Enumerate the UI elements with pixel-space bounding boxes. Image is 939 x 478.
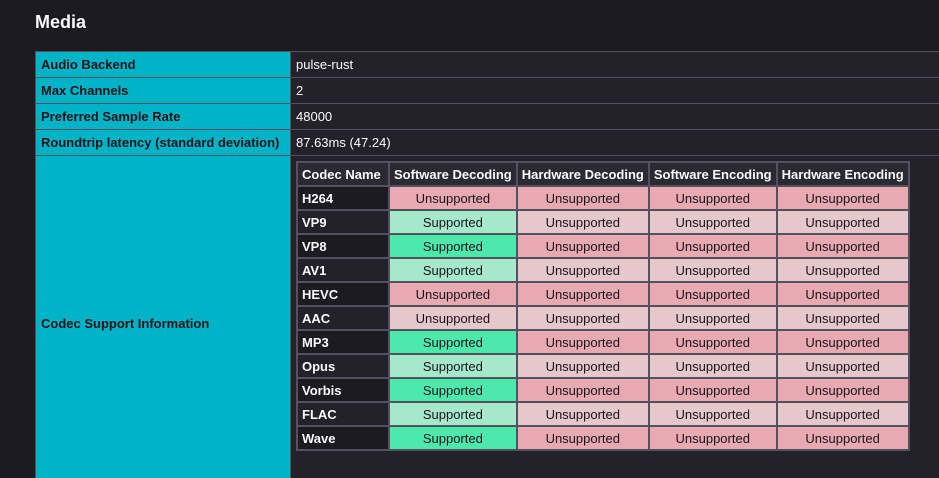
codec-status: Supported [388, 377, 518, 403]
codec-row: VP9 Supported Unsupported Unsupported Unsupp… [296, 209, 910, 235]
codec-header: Hardware Encoding [775, 161, 910, 187]
info-row: Max Channels 2 [35, 77, 939, 104]
codec-status: Unsupported [515, 257, 650, 283]
codec-name: FLAC [296, 401, 390, 427]
codec-status: Unsupported [515, 377, 650, 403]
codec-row: VP8 Supported Unsupported Unsupported Unsupp… [296, 233, 910, 259]
codec-row: Opus Supported Unsupported Unsupported Unsup… [296, 353, 910, 379]
codec-status: Unsupported [388, 305, 518, 331]
info-row: Preferred Sample Rate 48000 [35, 103, 939, 130]
codec-status: Unsupported [515, 401, 650, 427]
codec-status: Unsupported [775, 305, 910, 331]
codec-row: Wave Supported Unsupported Unsupported Unsup… [296, 425, 910, 451]
codec-name: VP9 [296, 209, 390, 235]
codec-status: Supported [388, 257, 518, 283]
codec-row: FLAC Supported Unsupported Unsupported Unsup… [296, 401, 910, 427]
codec-status: Unsupported [775, 377, 910, 403]
codec-container: Codec Name Software Decoding Hardware Deco… [290, 155, 939, 478]
info-row: Audio Backend pulse-rust [35, 51, 939, 78]
codec-status: Unsupported [647, 329, 778, 355]
info-label: Max Channels [35, 77, 291, 104]
codec-status: Supported [388, 353, 518, 379]
codec-header: Codec Name [296, 161, 390, 187]
info-value: 2 [290, 77, 939, 104]
codec-status: Unsupported [515, 233, 650, 259]
codec-status: Unsupported [647, 209, 778, 235]
codec-status: Unsupported [775, 185, 910, 211]
codec-name: Wave [296, 425, 390, 451]
codec-status: Unsupported [775, 281, 910, 307]
codec-header-row: Codec Name Software Decoding Hardware Deco… [296, 161, 910, 187]
codec-status: Unsupported [775, 353, 910, 379]
codec-status: Unsupported [647, 425, 778, 451]
codec-row: HEVC Unsupported Unsupported Unsupported Uns… [296, 281, 910, 307]
codec-status: Unsupported [647, 305, 778, 331]
codec-status: Unsupported [515, 353, 650, 379]
info-label: Audio Backend [35, 51, 291, 78]
codec-status: Unsupported [647, 353, 778, 379]
codec-status: Unsupported [775, 233, 910, 259]
codec-status: Unsupported [515, 185, 650, 211]
codec-name: HEVC [296, 281, 390, 307]
codec-status: Unsupported [647, 185, 778, 211]
codec-header: Software Encoding [647, 161, 778, 187]
info-value: 87.63ms (47.24) [290, 129, 939, 156]
codec-status: Unsupported [647, 401, 778, 427]
codec-row: AAC Unsupported Unsupported Unsupported Unsu… [296, 305, 910, 331]
info-value: pulse-rust [290, 51, 939, 78]
codec-status: Unsupported [388, 281, 518, 307]
codec-header: Hardware Decoding [515, 161, 650, 187]
codec-status: Unsupported [515, 209, 650, 235]
codec-row: AV1 Supported Unsupported Unsupported Unsupp… [296, 257, 910, 283]
codec-status: Unsupported [775, 209, 910, 235]
codec-status: Supported [388, 209, 518, 235]
info-label: Preferred Sample Rate [35, 103, 291, 130]
codec-status: Supported [388, 329, 518, 355]
codec-name: AV1 [296, 257, 390, 283]
info-row: Roundtrip latency (standard deviation) 87… [35, 129, 939, 156]
info-label: Codec Support Information [35, 155, 291, 478]
codec-row: Vorbis Supported Unsupported Unsupported Uns… [296, 377, 910, 403]
info-value: 48000 [290, 103, 939, 130]
codec-row: H264 Unsupported Unsupported Unsupported Uns… [296, 185, 910, 211]
codec-row: Codec Support Information Codec Name Softw… [35, 155, 939, 478]
info-label: Roundtrip latency (standard deviation) [35, 129, 291, 156]
codec-status: Unsupported [775, 425, 910, 451]
codec-status: Unsupported [515, 281, 650, 307]
codec-row: MP3 Supported Unsupported Unsupported Unsupp… [296, 329, 910, 355]
codec-status: Unsupported [775, 329, 910, 355]
codec-name: MP3 [296, 329, 390, 355]
codec-status: Unsupported [775, 257, 910, 283]
codec-name: AAC [296, 305, 390, 331]
codec-name: Vorbis [296, 377, 390, 403]
codec-status: Unsupported [647, 257, 778, 283]
codec-status: Unsupported [647, 233, 778, 259]
codec-name: H264 [296, 185, 390, 211]
codec-status: Unsupported [647, 281, 778, 307]
codec-table: Codec Name Software Decoding Hardware Deco… [296, 161, 910, 451]
media-table: Audio Backend pulse-rust Max Channels 2 Pref… [35, 51, 939, 478]
codec-status: Unsupported [515, 329, 650, 355]
codec-header: Software Decoding [388, 161, 518, 187]
codec-name: Opus [296, 353, 390, 379]
codec-status: Unsupported [388, 185, 518, 211]
codec-status: Supported [388, 401, 518, 427]
section-title: Media [35, 12, 87, 32]
codec-status: Supported [388, 425, 518, 451]
codec-status: Unsupported [515, 425, 650, 451]
codec-status: Unsupported [775, 401, 910, 427]
codec-status: Unsupported [647, 377, 778, 403]
codec-name: VP8 [296, 233, 390, 259]
codec-status: Supported [388, 233, 518, 259]
codec-status: Unsupported [515, 305, 650, 331]
